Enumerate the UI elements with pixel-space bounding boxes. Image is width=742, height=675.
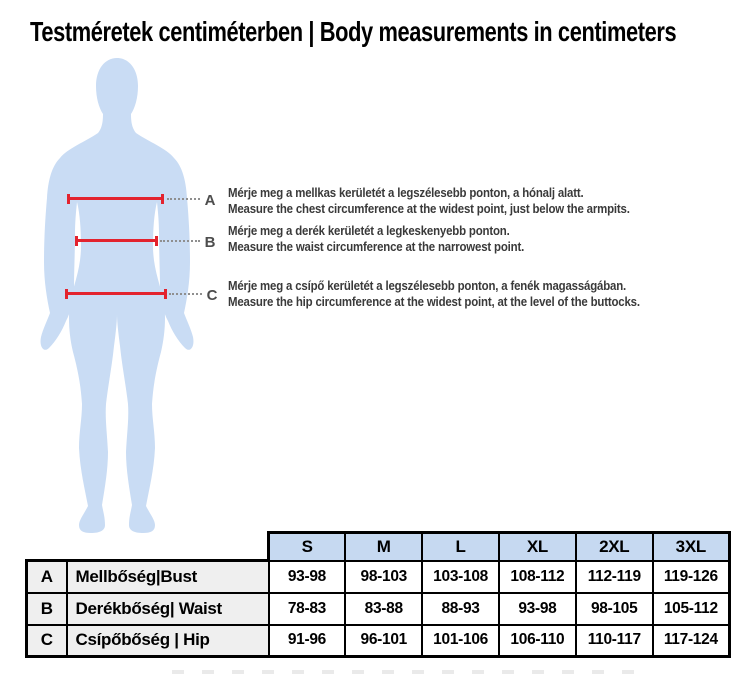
- cutoff-text-artifact: [172, 670, 637, 674]
- value-cell: 117-124: [651, 623, 731, 658]
- table-row-bust: A Mellbőség|Bust 93-98 98-103 103-108 10…: [25, 559, 731, 594]
- row-letter-cell: C: [25, 623, 68, 658]
- value-cell: 112-119: [574, 559, 654, 594]
- size-table: S M L XL 2XL 3XL A Mellbőség|Bust 93-98 …: [25, 531, 731, 658]
- connector-line-c: [169, 293, 202, 295]
- value-cell: 98-105: [574, 591, 654, 626]
- measure-description-hip: Mérje meg a csípő kerületét a legszélese…: [228, 278, 721, 309]
- size-table-header-row: S M L XL 2XL 3XL: [27, 531, 731, 562]
- size-col-header-m: M: [344, 531, 424, 562]
- measure-letter-b: B: [204, 234, 216, 251]
- description-hu-line: Mérje meg a derék kerületét a legkeskeny…: [228, 223, 510, 238]
- value-cell: 93-98: [267, 559, 347, 594]
- description-en-line: Measure the waist circumference at the n…: [228, 238, 525, 254]
- value-cell: 78-83: [267, 591, 347, 626]
- table-ghost-cell: [27, 533, 269, 561]
- size-col-header-s: S: [267, 531, 347, 562]
- value-cell: 119-126: [651, 559, 731, 594]
- measure-description-waist: Mérje meg a derék kerületét a legkeskeny…: [228, 223, 721, 254]
- value-cell: 96-101: [344, 623, 424, 658]
- size-col-header-2xl: 2XL: [574, 531, 654, 562]
- chest-measure-line: [67, 193, 164, 204]
- value-cell: 106-110: [497, 623, 577, 658]
- description-hu-line: Mérje meg a csípő kerületét a legszélese…: [228, 278, 627, 293]
- value-cell: 83-88: [344, 591, 424, 626]
- measure-letter-a: A: [204, 192, 216, 209]
- value-cell: 98-103: [344, 559, 424, 594]
- size-col-header-xl: XL: [497, 531, 577, 562]
- value-cell: 101-106: [421, 623, 500, 658]
- size-col-header-3xl: 3XL: [651, 531, 731, 562]
- value-cell: 110-117: [574, 623, 654, 658]
- row-label-cell: Derékbőség| Waist: [65, 591, 270, 626]
- measure-description-chest: Mérje meg a mellkas kerületét a legszéle…: [228, 185, 721, 216]
- value-cell: 93-98: [497, 591, 577, 626]
- description-hu-line: Mérje meg a mellkas kerületét a legszéle…: [228, 185, 584, 200]
- row-letter-cell: B: [25, 591, 68, 626]
- connector-line-a: [167, 198, 200, 200]
- description-en-line: Measure the chest circumference at the w…: [228, 200, 630, 216]
- row-label-cell: Mellbőség|Bust: [65, 559, 270, 594]
- body-silhouette-figure: [28, 56, 206, 536]
- male-body-silhouette-icon: [40, 58, 194, 533]
- row-label-cell: Csípőbőség | Hip: [65, 623, 270, 658]
- size-col-header-l: L: [421, 531, 500, 562]
- waist-measure-line: [75, 235, 158, 246]
- connector-line-b: [160, 240, 200, 242]
- value-cell: 103-108: [421, 559, 500, 594]
- hip-measure-line: [65, 288, 167, 299]
- table-row-waist: B Derékbőség| Waist 78-83 83-88 88-93 93…: [25, 591, 731, 626]
- table-row-hip: C Csípőbőség | Hip 91-96 96-101 101-106 …: [25, 623, 731, 658]
- value-cell: 108-112: [497, 559, 577, 594]
- row-letter-cell: A: [25, 559, 68, 594]
- description-en-line: Measure the hip circumference at the wid…: [228, 293, 640, 309]
- value-cell: 88-93: [421, 591, 500, 626]
- value-cell: 91-96: [267, 623, 347, 658]
- measure-letter-c: C: [206, 287, 218, 304]
- value-cell: 105-112: [651, 591, 731, 626]
- page-title: Testméretek centiméterben | Body measure…: [30, 16, 677, 47]
